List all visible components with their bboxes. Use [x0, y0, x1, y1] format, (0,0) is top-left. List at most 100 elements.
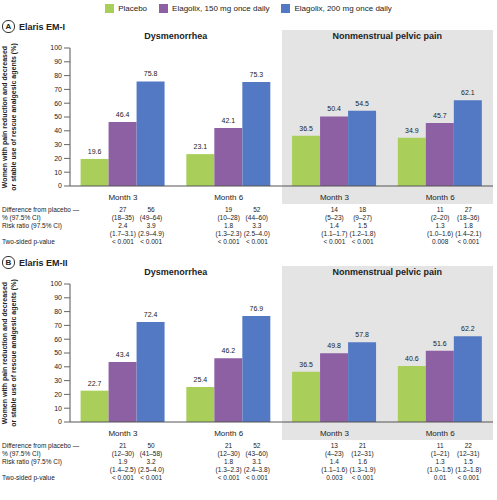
svg-text:Month 3: Month 3 [320, 193, 349, 202]
svg-text:90: 90 [54, 58, 62, 65]
html-text:(18–35): (18–35) [111, 214, 135, 221]
svg-text:70: 70 [54, 322, 62, 329]
html-text:Nonmenstrual pelvic pain: Nonmenstrual pelvic pain [332, 267, 442, 277]
html-text:(1.1–1.7): (1.1–1.7) [321, 230, 348, 237]
html-text:A: A [5, 22, 12, 31]
svg-text:Month 6: Month 6 [214, 193, 243, 202]
html-text:Placebo: Placebo [118, 4, 148, 13]
svg-text:20: 20 [54, 391, 62, 398]
html-text:(10–28): (10–28) [217, 214, 240, 221]
svg-text:46.2: 46.2 [222, 347, 236, 354]
svg-text:0: 0 [58, 182, 62, 189]
svg-text:23.1: 23.1 [194, 143, 208, 150]
html-text:Elagolix, 200 mg once daily: Elagolix, 200 mg once daily [294, 4, 392, 13]
html-text:Dysmenorrhea: Dysmenorrhea [144, 31, 208, 41]
svg-text:49.8: 49.8 [327, 342, 341, 349]
html-text:Elaris EM-I: Elaris EM-I [19, 21, 65, 32]
svg-text:30: 30 [54, 377, 62, 384]
svg-text:62.2: 62.2 [461, 325, 475, 332]
html-text:(9–27): (9–27) [353, 214, 372, 221]
svg-text:0: 0 [58, 418, 62, 425]
svg-text:60: 60 [54, 336, 62, 343]
html-text:Two-sided p-value: Two-sided p-value [2, 238, 55, 245]
html-text:Elaris EM-II: Elaris EM-II [19, 257, 68, 268]
svg-text:43.4: 43.4 [116, 351, 130, 358]
svg-text:60: 60 [54, 100, 62, 107]
svg-text:Month 3: Month 3 [108, 193, 137, 202]
html-text:Difference from placebo —: Difference from placebo — [2, 206, 80, 213]
html-text:(44–60): (44–60) [245, 214, 268, 221]
svg-text:70: 70 [54, 86, 62, 93]
html-text:< 0.001: < 0.001 [323, 238, 346, 245]
html-text:Elagolix, 150 mg once daily: Elagolix, 150 mg once daily [172, 4, 270, 13]
svg-text:40.6: 40.6 [405, 355, 419, 362]
svg-text:Month 3: Month 3 [320, 429, 349, 438]
html-text:(5–23): (5–23) [325, 214, 344, 221]
html-text:1.8: 1.8 [224, 222, 234, 229]
svg-text:Month 6: Month 6 [426, 429, 455, 438]
html-text:19: 19 [225, 206, 233, 213]
html-text:< 0.001: < 0.001 [111, 238, 134, 245]
html-text:< 0.001: < 0.001 [245, 238, 268, 245]
svg-text:46.4: 46.4 [116, 111, 130, 118]
svg-text:100: 100 [50, 280, 62, 287]
html-text:(2.9–4.9): (2.9–4.9) [138, 230, 165, 237]
html-text:< 0.001: < 0.001 [351, 238, 374, 245]
svg-text:Month 3: Month 3 [108, 429, 137, 438]
html-text:< 0.001: < 0.001 [140, 238, 162, 245]
svg-text:80: 80 [54, 308, 62, 315]
html-text:3.3: 3.3 [252, 222, 262, 229]
html-text:(49–64): (49–64) [139, 214, 163, 221]
svg-text:25.4: 25.4 [194, 376, 208, 383]
svg-text:50: 50 [54, 113, 62, 120]
html-text:1.4: 1.4 [329, 222, 339, 229]
svg-text:50: 50 [54, 349, 62, 356]
svg-text:90: 90 [54, 294, 62, 301]
html-text:3.9: 3.9 [146, 222, 156, 229]
html-text:Dysmenorrhea: Dysmenorrhea [144, 267, 208, 277]
svg-text:62.1: 62.1 [461, 89, 475, 96]
html-text:27: 27 [119, 206, 127, 213]
html-text:(1.3–2.3): (1.3–2.3) [215, 230, 242, 237]
html-text:(1.7–3.1): (1.7–3.1) [109, 230, 136, 237]
svg-text:22.7: 22.7 [88, 380, 102, 387]
svg-text:20: 20 [54, 155, 62, 162]
svg-text:19.6: 19.6 [88, 148, 102, 155]
svg-text:36.5: 36.5 [299, 361, 313, 368]
html-text:Women with pain reduction and: Women with pain reduction and decreased … [1, 279, 17, 427]
html-text:52: 52 [253, 206, 261, 213]
html-text:Risk ratio (97.5% CI): Risk ratio (97.5% CI) [2, 222, 62, 229]
svg-text:40: 40 [54, 363, 62, 370]
html-text:% (97.5% CI): % (97.5% CI) [2, 214, 41, 221]
html-text:< 0.001: < 0.001 [217, 238, 240, 245]
html-text:56: 56 [147, 206, 155, 213]
svg-text:Month 6: Month 6 [426, 193, 455, 202]
svg-text:10: 10 [54, 405, 62, 412]
html-text:Nonmenstrual pelvic pain: Nonmenstrual pelvic pain [332, 31, 442, 41]
html-text:18: 18 [358, 206, 367, 213]
html-text:Women with pain reduction and: Women with pain reduction and decreased … [1, 43, 17, 191]
svg-text:80: 80 [54, 72, 62, 79]
svg-text:76.9: 76.9 [250, 305, 264, 312]
html-text:(1.2–1.8): (1.2–1.8) [349, 230, 376, 237]
svg-text:51.6: 51.6 [433, 340, 447, 347]
svg-text:30: 30 [54, 141, 62, 148]
svg-text:100: 100 [50, 44, 62, 51]
html-text:1.5: 1.5 [358, 222, 368, 229]
svg-text:40: 40 [54, 127, 62, 134]
svg-text:34.9: 34.9 [405, 127, 419, 134]
svg-text:75.8: 75.8 [144, 70, 158, 77]
svg-text:10: 10 [54, 169, 62, 176]
svg-text:42.1: 42.1 [222, 117, 236, 124]
html-text:14: 14 [330, 206, 338, 213]
svg-text:75.3: 75.3 [250, 71, 264, 78]
svg-text:54.5: 54.5 [355, 100, 369, 107]
html-text:2.4: 2.4 [118, 222, 128, 229]
svg-text:72.4: 72.4 [144, 311, 158, 318]
svg-text:57.8: 57.8 [355, 331, 369, 338]
svg-text:36.5: 36.5 [299, 125, 313, 132]
svg-text:45.7: 45.7 [433, 112, 447, 119]
svg-text:50.4: 50.4 [327, 105, 341, 112]
svg-text:Month 6: Month 6 [214, 429, 243, 438]
html-text:(2.5–4.0): (2.5–4.0) [243, 230, 270, 237]
